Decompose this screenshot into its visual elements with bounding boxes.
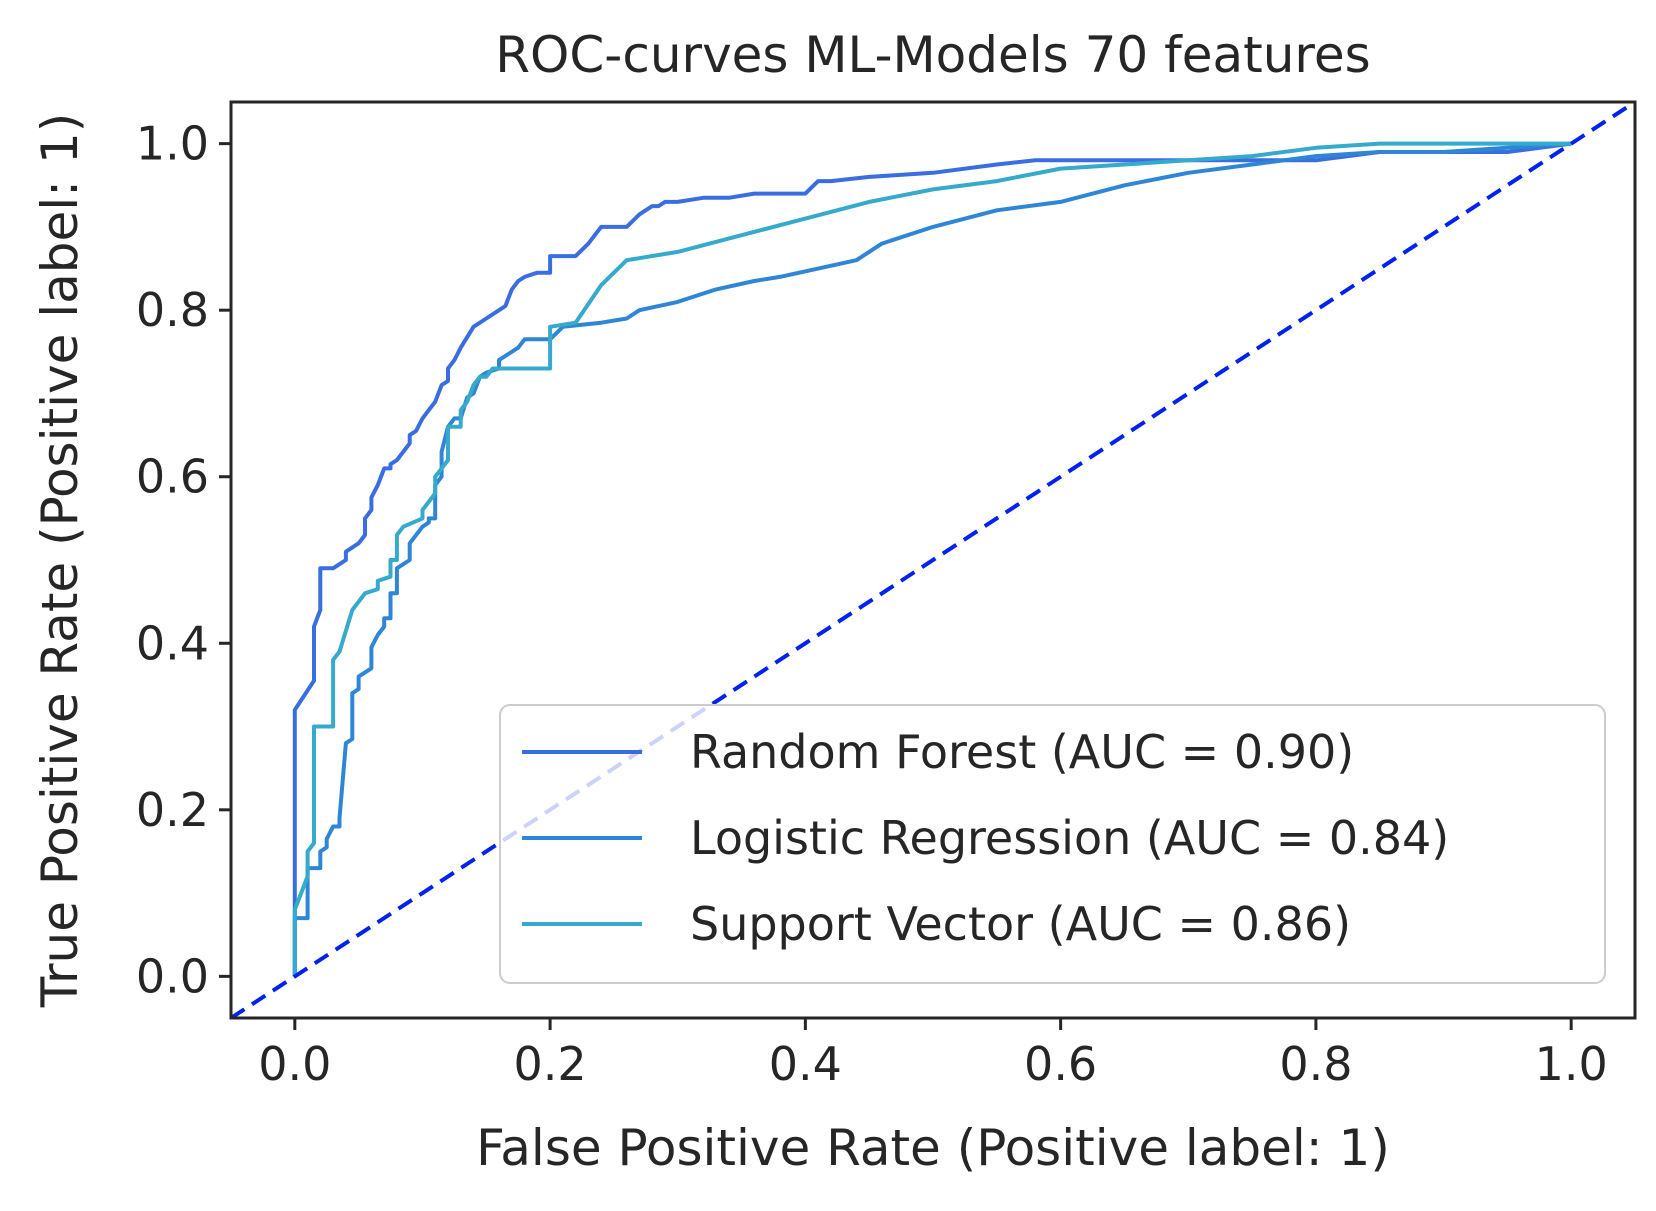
plot-area xyxy=(231,102,1635,1018)
y-tick-label: 0.2 xyxy=(136,783,209,837)
plot-frame xyxy=(229,100,1637,1020)
y-tick-label: 0.0 xyxy=(136,949,209,1003)
y-tick-label: 0.8 xyxy=(136,283,209,337)
x-axis-title: False Positive Rate (Positive label: 1) xyxy=(476,1119,1390,1177)
x-axis-ticks: 0.0 0.2 0.4 0.6 0.8 1.0 xyxy=(258,1018,1608,1091)
chance-line xyxy=(231,102,1635,1018)
x-tick-label: 0.6 xyxy=(1024,1037,1097,1091)
series-line-2 xyxy=(292,141,1572,977)
legend-label-1: Random Forest (AUC = 0.90) xyxy=(690,725,1354,779)
chart-title: ROC-curves ML-Models 70 features xyxy=(495,26,1370,84)
x-tick-label: 0.2 xyxy=(514,1037,587,1091)
series-line-1 xyxy=(292,141,1572,977)
legend: Random Forest (AUC = 0.90) Logistic Regre… xyxy=(499,704,1606,984)
series-line-3 xyxy=(292,141,1572,977)
y-axis-ticks: 0.0 0.2 0.4 0.6 0.8 1.0 xyxy=(136,117,231,1003)
x-tick-label: 1.0 xyxy=(1535,1037,1608,1091)
x-tick-label: 0.4 xyxy=(769,1037,842,1091)
legend-label-3: Support Vector (AUC = 0.86) xyxy=(690,897,1351,951)
x-tick-label: 0.0 xyxy=(258,1037,331,1091)
y-tick-label: 1.0 xyxy=(136,117,209,171)
y-tick-label: 0.6 xyxy=(136,450,209,504)
legend-label-2: Logistic Regression (AUC = 0.84) xyxy=(690,811,1449,865)
y-axis-title: True Positive Rate (Positive label: 1) xyxy=(31,113,89,1008)
y-tick-label: 0.4 xyxy=(136,616,209,670)
x-tick-label: 0.8 xyxy=(1279,1037,1352,1091)
legend-box xyxy=(499,704,1606,984)
